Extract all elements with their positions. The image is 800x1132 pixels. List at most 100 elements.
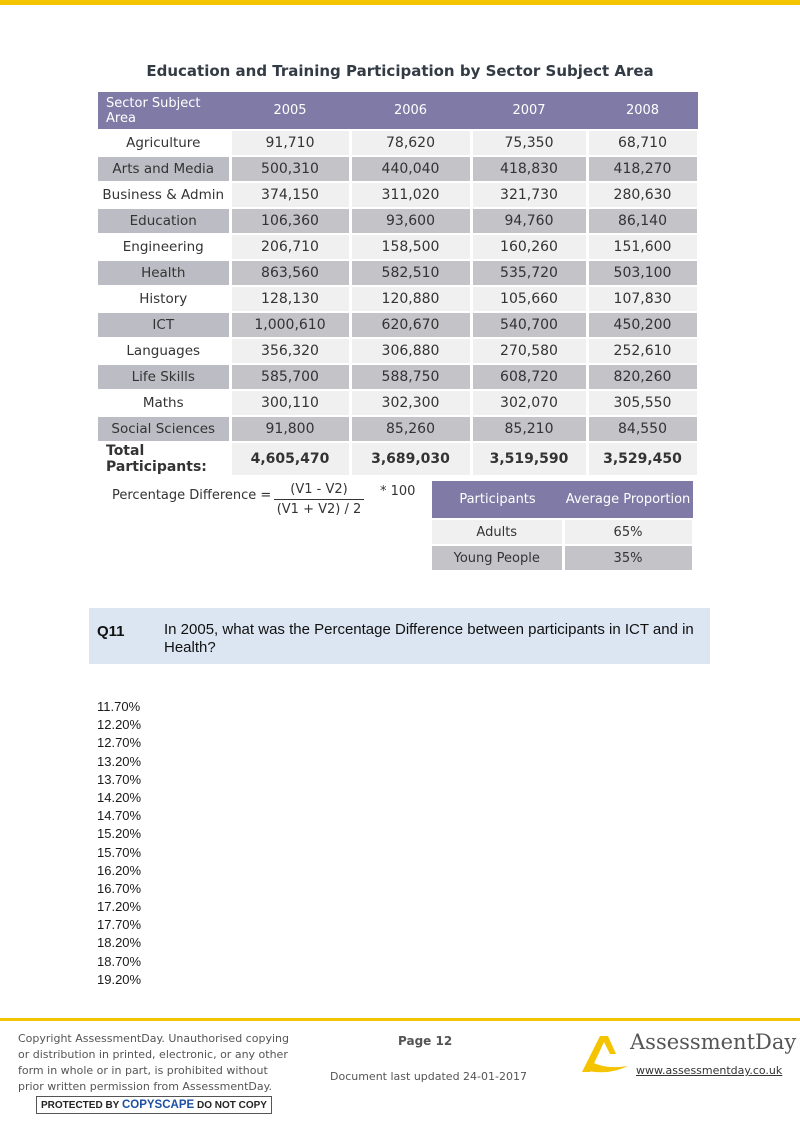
column-header: 2005 xyxy=(230,92,350,130)
participant-count: 252,610 xyxy=(587,337,700,364)
table-row: History 128,130 120,880 105,660 107,830 xyxy=(98,285,700,312)
answer-option[interactable]: 13.20% xyxy=(97,753,142,769)
table-row: Health 863,560 582,510 535,720 503,100 xyxy=(98,259,700,286)
participant-count: 151,600 xyxy=(587,233,700,260)
column-header: 2008 xyxy=(587,92,698,130)
logo-text: AssessmentDay xyxy=(630,1030,797,1054)
copyscape-pre: PROTECTED BY xyxy=(41,1100,120,1111)
answer-options: 11.70% 12.20% 12.70% 13.20% 13.70% 14.20% 14.7… xyxy=(97,698,141,989)
table-header-row: Sector Subject Area 2005 2006 2007 2008 xyxy=(98,92,698,130)
answer-option[interactable]: 13.70% xyxy=(97,771,142,787)
table-row: Business & Admin 374,150 311,020 321,730 280… xyxy=(98,181,700,208)
participant-count: 91,710 xyxy=(230,129,352,156)
participant-count: 84,550 xyxy=(587,415,700,442)
subject-area-label: Agriculture xyxy=(98,129,232,156)
participant-count: 1,000,610 xyxy=(230,311,352,338)
question-number: Q11 xyxy=(97,623,125,640)
answer-option[interactable]: 12.70% xyxy=(97,735,142,751)
participant-count: 302,300 xyxy=(350,389,473,416)
participant-count: 503,100 xyxy=(587,259,700,286)
page-number: Page 12 xyxy=(398,1034,453,1048)
subject-area-label: Maths xyxy=(98,389,232,416)
participant-count: 450,200 xyxy=(587,311,700,338)
participant-count: 78,620 xyxy=(350,129,473,156)
footer-accent-bar xyxy=(0,1018,800,1021)
answer-option[interactable]: 17.20% xyxy=(97,899,142,915)
column-header: 2006 xyxy=(350,92,471,130)
participant-count: 440,040 xyxy=(350,155,473,182)
table-row: Maths 300,110 302,300 302,070 305,550 xyxy=(98,389,700,416)
formula-fraction: (V1 - V2) (V1 + V2) / 2 xyxy=(274,482,364,517)
participant-count: 540,700 xyxy=(471,311,589,338)
subject-area-label: Arts and Media xyxy=(98,155,232,182)
subject-area-label: Social Sciences xyxy=(98,415,232,442)
copyright-notice: Copyright AssessmentDay. Unauthorised co… xyxy=(18,1031,308,1095)
answer-option[interactable]: 17.70% xyxy=(97,917,142,933)
participant-count: 160,260 xyxy=(471,233,589,260)
participant-count: 86,140 xyxy=(587,207,700,234)
group-label: Adults xyxy=(432,518,565,545)
proportion-value: 65% xyxy=(563,518,695,545)
table-row: Arts and Media 500,310 440,040 418,830 418,2… xyxy=(98,155,700,182)
top-accent-bar xyxy=(0,0,800,5)
participant-count: 85,210 xyxy=(471,415,589,442)
answer-option[interactable]: 18.20% xyxy=(97,935,142,951)
proportion-table: Participants Average Proportion Adults 6… xyxy=(432,481,695,570)
participant-count: 93,600 xyxy=(350,207,473,234)
participant-count: 280,630 xyxy=(587,181,700,208)
website-link[interactable]: www.assessmentday.co.uk xyxy=(636,1064,783,1077)
total-value: 3,689,030 xyxy=(350,441,473,475)
table-row: Education 106,360 93,600 94,760 86,140 xyxy=(98,207,700,234)
group-label: Young People xyxy=(432,544,565,570)
table-row: Young People 35% xyxy=(432,544,695,570)
answer-option[interactable]: 16.70% xyxy=(97,880,142,896)
subject-area-label: Business & Admin xyxy=(98,181,232,208)
participant-count: 94,760 xyxy=(471,207,589,234)
participant-count: 620,670 xyxy=(350,311,473,338)
column-header: Average Proportion xyxy=(563,481,693,519)
answer-option[interactable]: 12.20% xyxy=(97,717,142,733)
proportion-value: 35% xyxy=(563,544,695,570)
answer-option[interactable]: 19.20% xyxy=(97,971,142,987)
subject-area-label: Health xyxy=(98,259,232,286)
subject-area-label: Life Skills xyxy=(98,363,232,390)
copyright-line: prior written permission from Assessment… xyxy=(18,1080,273,1093)
participant-count: 305,550 xyxy=(587,389,700,416)
participant-count: 206,710 xyxy=(230,233,352,260)
participant-count: 608,720 xyxy=(471,363,589,390)
answer-option[interactable]: 14.70% xyxy=(97,808,142,824)
column-header: Sector Subject Area xyxy=(98,92,230,130)
participant-count: 820,260 xyxy=(587,363,700,390)
participant-count: 107,830 xyxy=(587,285,700,312)
participant-count: 158,500 xyxy=(350,233,473,260)
total-value: 3,529,450 xyxy=(587,441,700,475)
table-row: Engineering 206,710 158,500 160,260 151,600 xyxy=(98,233,700,260)
answer-option[interactable]: 15.20% xyxy=(97,826,142,842)
table-row: Agriculture 91,710 78,620 75,350 68,710 xyxy=(98,129,700,156)
answer-option[interactable]: 16.20% xyxy=(97,862,142,878)
participant-count: 311,020 xyxy=(350,181,473,208)
last-updated: Document last updated 24-01-2017 xyxy=(330,1070,527,1083)
participant-count: 585,700 xyxy=(230,363,352,390)
participation-table: Sector Subject Area 2005 2006 2007 2008 … xyxy=(98,92,700,475)
answer-option[interactable]: 18.70% xyxy=(97,953,142,969)
participant-count: 535,720 xyxy=(471,259,589,286)
answer-option[interactable]: 11.70% xyxy=(97,699,141,714)
assessmentday-logo-icon xyxy=(582,1036,628,1073)
participant-count: 128,130 xyxy=(230,285,352,312)
participant-count: 500,310 xyxy=(230,155,352,182)
total-value: 4,605,470 xyxy=(230,441,352,475)
answer-option[interactable]: 15.70% xyxy=(97,844,142,860)
participant-count: 300,110 xyxy=(230,389,352,416)
subject-area-label: ICT xyxy=(98,311,232,338)
table-row: Languages 356,320 306,880 270,580 252,610 xyxy=(98,337,700,364)
participant-count: 306,880 xyxy=(350,337,473,364)
participant-count: 863,560 xyxy=(230,259,352,286)
total-value: 3,519,590 xyxy=(471,441,589,475)
participant-count: 356,320 xyxy=(230,337,352,364)
participant-count: 270,580 xyxy=(471,337,589,364)
participant-count: 106,360 xyxy=(230,207,352,234)
answer-option[interactable]: 14.20% xyxy=(97,789,142,805)
table-row: ICT 1,000,610 620,670 540,700 450,200 xyxy=(98,311,700,338)
participant-count: 68,710 xyxy=(587,129,700,156)
